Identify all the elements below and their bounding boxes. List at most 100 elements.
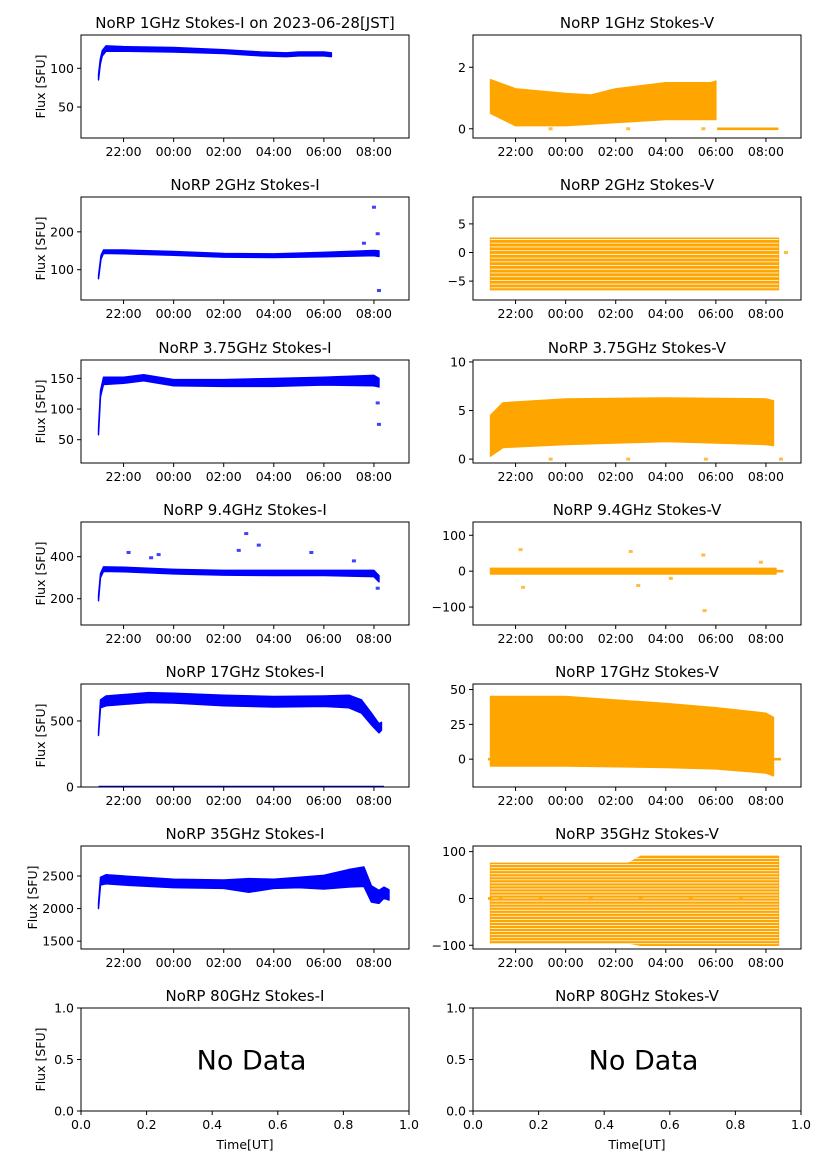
axes-frame: [80, 521, 410, 626]
x-tick-label: 04:00: [256, 306, 292, 321]
y-tick-label: −5: [448, 274, 466, 289]
x-tick-label: 06:00: [306, 306, 342, 321]
panel-title: NoRP 17GHz Stokes-I: [166, 663, 325, 681]
y-tick-label: 0: [458, 752, 466, 767]
panel-1ghz-i: 22:00 00:00 02:00 04:00 06:00 08:00 50 100 NoRP …: [33, 14, 410, 159]
panel-title: NoRP 80GHz Stokes-V: [555, 987, 720, 1005]
x-tick-label: 0.2: [529, 1117, 549, 1132]
x-tick-label: 00:00: [156, 955, 192, 970]
data-point: [548, 127, 553, 131]
data-point: [375, 586, 380, 590]
axes-frame: [80, 683, 410, 788]
panel-title: NoRP 1GHz Stokes-V: [560, 14, 715, 32]
data-point: [703, 457, 708, 461]
y-tick-label: 500: [50, 713, 74, 728]
plot-area: [97, 866, 390, 910]
axes-frame: [472, 34, 802, 139]
y-tick-label: 0.5: [54, 1052, 74, 1067]
y-axis-label: Flux [SFU]: [33, 55, 48, 119]
data-band: [97, 866, 390, 910]
data-point: [636, 584, 641, 588]
x-tick-label: 06:00: [306, 469, 342, 484]
data-band: [97, 374, 380, 436]
x-tick-label: 06:00: [306, 144, 342, 159]
data-point: [688, 896, 693, 900]
y-axis-label: Flux [SFU]: [33, 217, 48, 281]
plot-area: [489, 397, 783, 461]
x-tick-label: 00:00: [548, 469, 584, 484]
x-tick-label: 06:00: [698, 793, 734, 808]
panel-35ghz-i: 22:00 00:00 02:00 04:00 06:00 08:00 1500 2000 25…: [25, 825, 410, 970]
x-tick-label: 00:00: [548, 144, 584, 159]
plot-area: [489, 548, 784, 613]
y-tick-label: 0: [458, 452, 466, 467]
data-point: [628, 549, 633, 553]
plot-area: [97, 205, 381, 293]
y-tick-label: 50: [58, 100, 74, 115]
panel-17ghz-v: 22:00 00:00 02:00 04:00 06:00 08:00 0 25 50 NoRP …: [450, 663, 802, 808]
y-axis-label: Flux [SFU]: [33, 704, 48, 768]
x-tick-label: 0.4: [594, 1117, 614, 1132]
x-tick-label: 04:00: [648, 144, 684, 159]
x-tick-label: 08:00: [748, 955, 784, 970]
y-tick-label: 1.0: [446, 1001, 466, 1016]
data-point: [375, 401, 380, 405]
data-point: [638, 896, 643, 900]
x-tick-label: 02:00: [206, 631, 242, 646]
data-point: [626, 127, 631, 131]
axes-frame: [472, 683, 802, 788]
no-data-annotation: No Data: [197, 1046, 307, 1077]
plot-area: [97, 691, 384, 787]
data-point: [376, 289, 381, 293]
plot-area: [489, 78, 779, 131]
y-tick-label: 5: [458, 403, 466, 418]
data-point: [371, 205, 376, 209]
no-data-annotation: No Data: [589, 1046, 699, 1077]
panel-3-75ghz-v: 22:00 00:00 02:00 04:00 06:00 08:00 0 5 10 NoRP 3…: [450, 339, 802, 484]
data-point: [758, 560, 763, 564]
y-tick-label: 10: [450, 354, 466, 369]
x-tick-label: 06:00: [698, 631, 734, 646]
data-point: [668, 576, 673, 580]
panel-title: NoRP 2GHz Stokes-V: [560, 176, 715, 194]
panel-title: NoRP 3.75GHz Stokes-V: [548, 339, 727, 357]
axes-frame: [80, 845, 410, 950]
y-tick-label: 100: [442, 844, 466, 859]
x-tick-label: 0.2: [137, 1117, 157, 1132]
panel-title: NoRP 9.4GHz Stokes-V: [553, 501, 722, 519]
x-tick-label: 08:00: [748, 306, 784, 321]
panel-9-4ghz-v: 22:00 00:00 02:00 04:00 06:00 08:00 −100 0 100 No…: [432, 501, 802, 646]
y-tick-label: 0.0: [446, 1104, 466, 1119]
y-tick-label: 0: [458, 891, 466, 906]
x-tick-label: 22:00: [498, 144, 534, 159]
x-tick-label: 08:00: [356, 469, 392, 484]
data-point: [588, 896, 593, 900]
x-tick-label: 02:00: [206, 144, 242, 159]
data-point: [548, 457, 553, 461]
panel-3-75ghz-i: 22:00 00:00 02:00 04:00 06:00 08:00 50 100 150 No…: [33, 339, 410, 484]
x-tick-label: 02:00: [598, 469, 634, 484]
data-band: [489, 78, 717, 127]
x-tick-label: 02:00: [206, 469, 242, 484]
x-tick-label: 02:00: [206, 306, 242, 321]
y-tick-label: 150: [50, 371, 74, 386]
x-tick-label: 02:00: [598, 631, 634, 646]
panel-35ghz-v: 22:00 00:00 02:00 04:00 06:00 08:00 −100 0 100 No…: [432, 825, 802, 970]
x-tick-label: 22:00: [498, 631, 534, 646]
data-point: [538, 896, 543, 900]
data-point: [498, 896, 503, 900]
data-point: [778, 457, 783, 461]
data-point: [518, 548, 523, 552]
x-tick-label: 00:00: [548, 793, 584, 808]
data-point: [521, 585, 526, 589]
panel-2ghz-v: 22:00 00:00 02:00 04:00 06:00 08:00 −5 0 5 NoRP 2…: [448, 176, 802, 321]
panel-title: NoRP 17GHz Stokes-V: [555, 663, 720, 681]
x-tick-label: 22:00: [498, 469, 534, 484]
data-point: [256, 543, 261, 547]
panel-80ghz-v: 0.0 0.2 0.4 0.6 0.8 1.0 0.0 0.5 1.0 NoRP 80GHz St…: [446, 987, 811, 1152]
axes-frame: [472, 359, 802, 464]
y-tick-label: 200: [50, 224, 74, 239]
panel-title: NoRP 80GHz Stokes-I: [166, 987, 325, 1005]
x-tick-label: 02:00: [206, 955, 242, 970]
y-tick-label: 0.0: [54, 1104, 74, 1119]
